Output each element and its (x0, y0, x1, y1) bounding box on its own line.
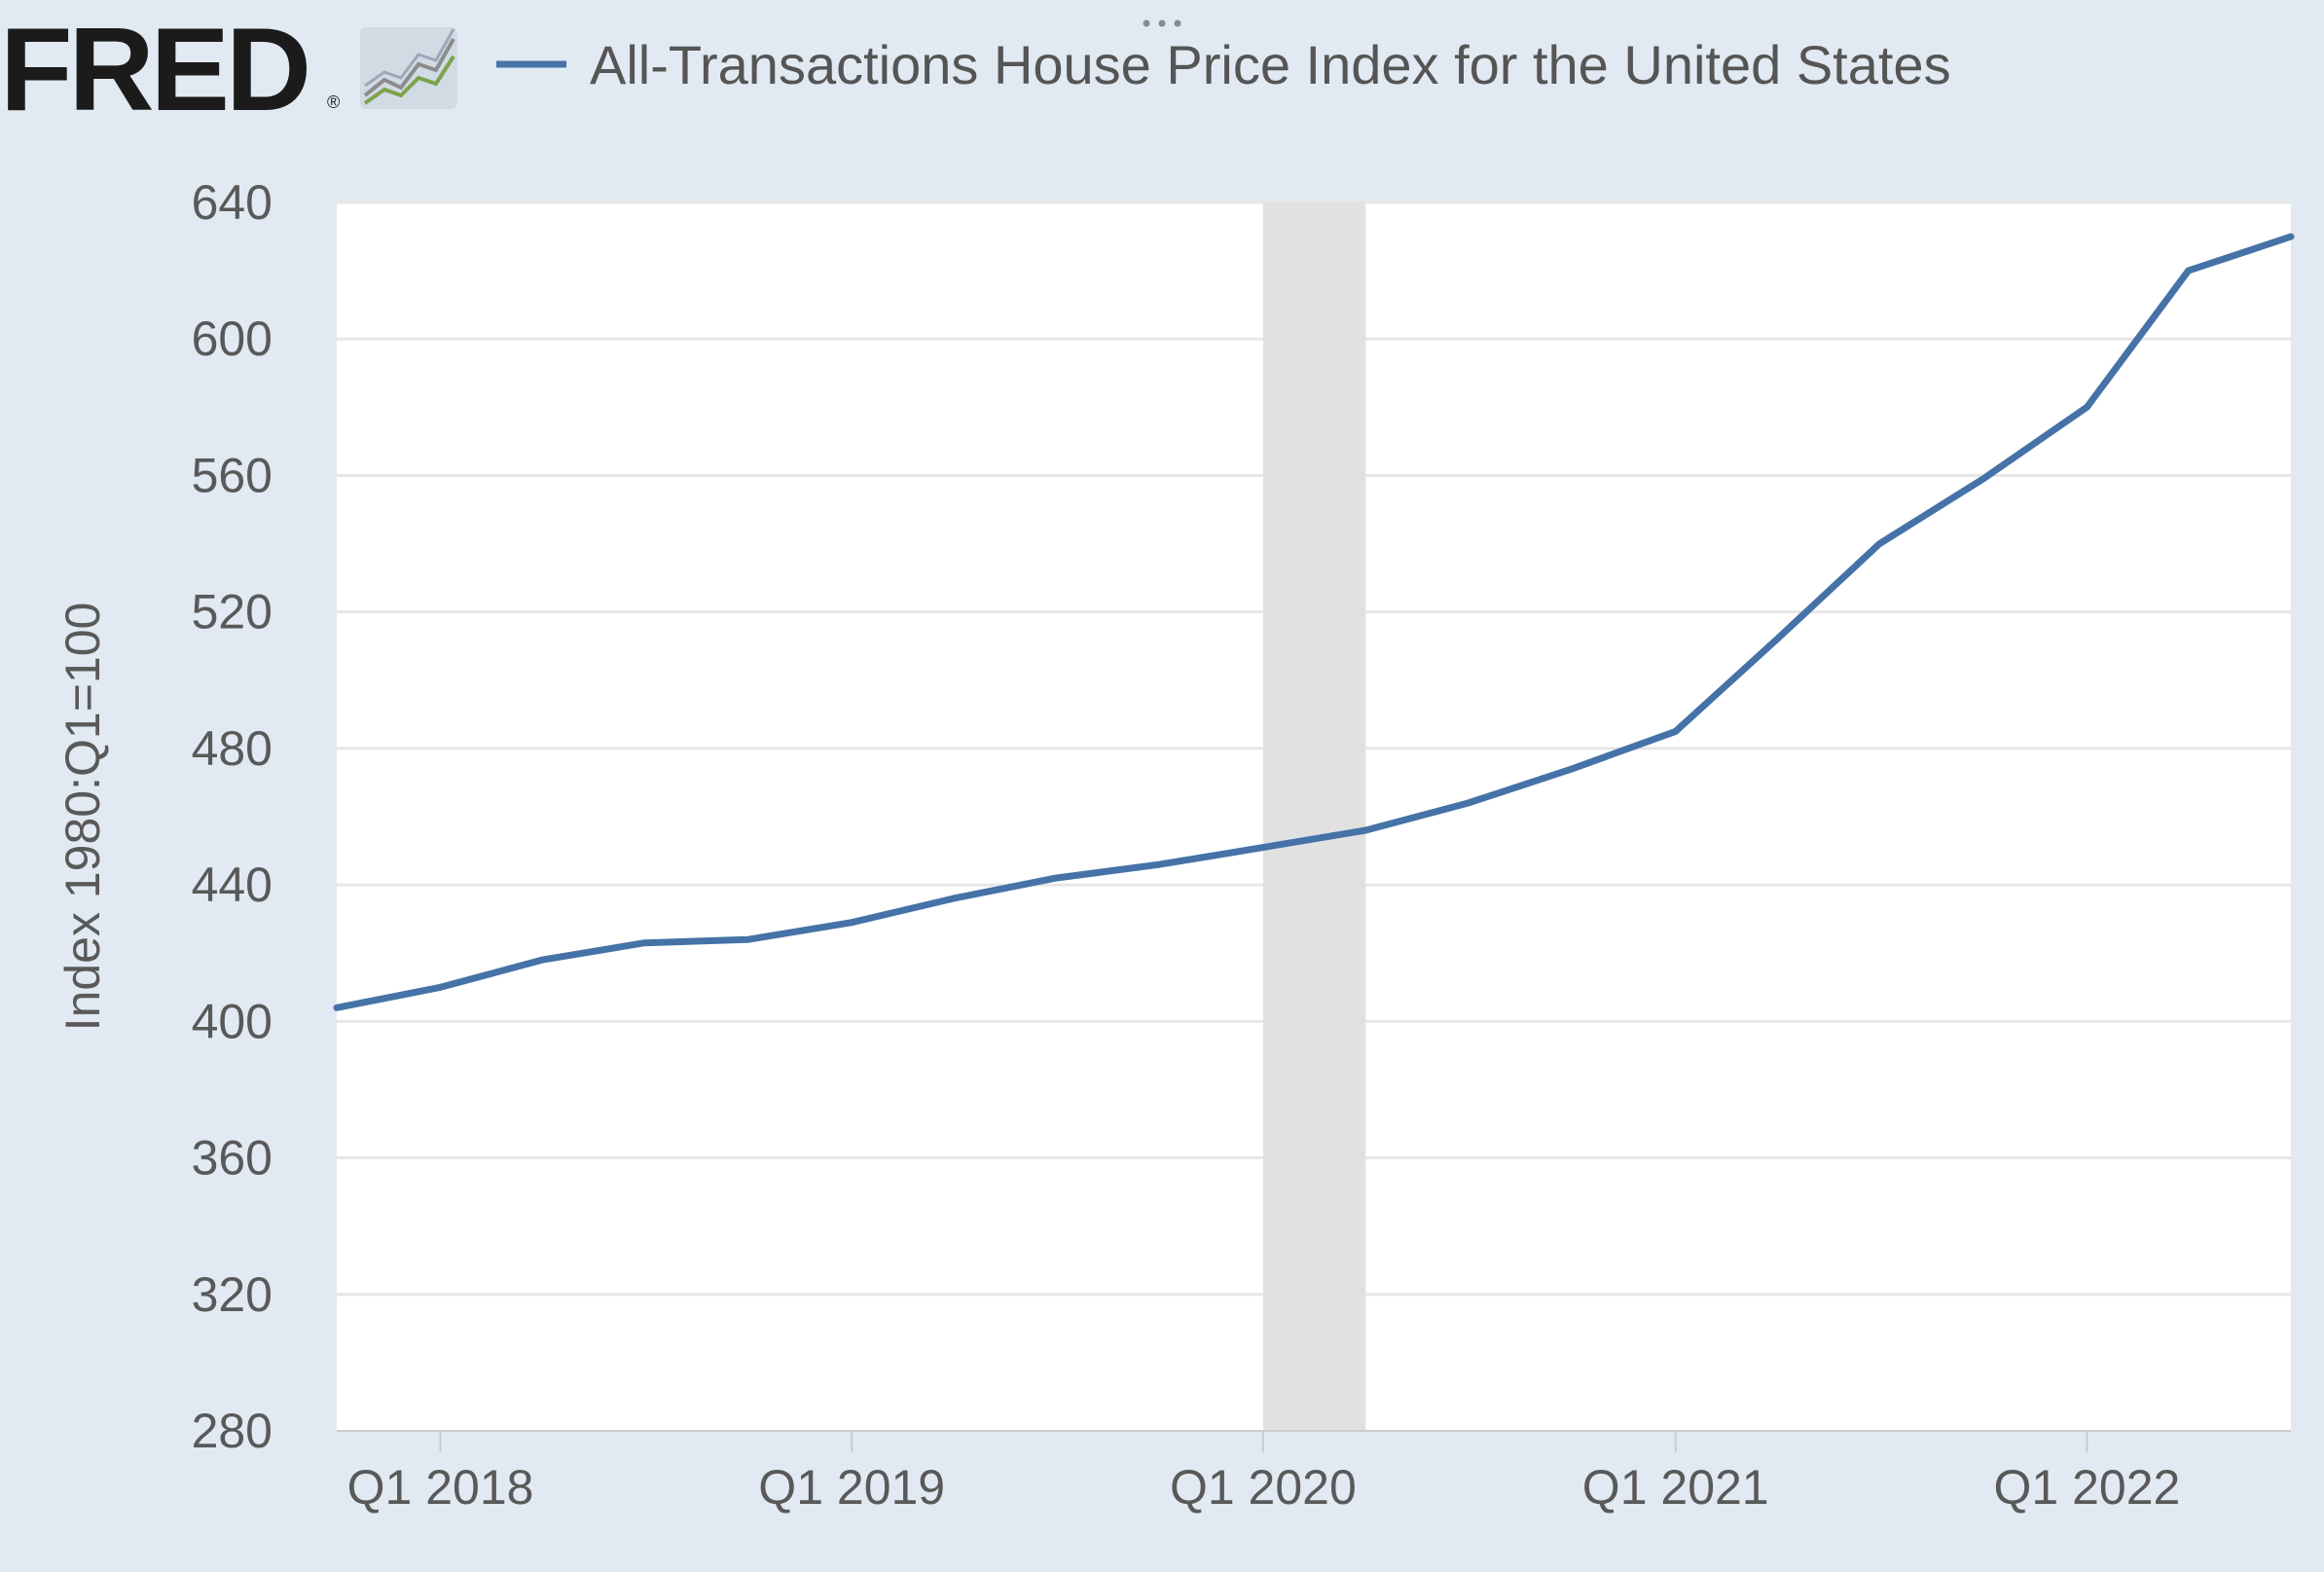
chart-legend[interactable]: All-Transactions House Price Index for t… (496, 34, 1951, 95)
series-point[interactable] (639, 938, 649, 948)
series-point[interactable] (1979, 474, 1988, 484)
series-point[interactable] (1772, 635, 1782, 644)
fred-wordmark: FRED (0, 3, 308, 135)
series-point[interactable] (1567, 764, 1577, 774)
series-point[interactable] (2286, 232, 2296, 241)
series-point[interactable] (1154, 859, 1164, 869)
x-tick-label: Q1 2021 (1582, 1460, 1769, 1515)
series-point[interactable] (1361, 825, 1370, 835)
x-tick-label: Q1 2020 (1170, 1460, 1357, 1515)
recession-bands (1262, 202, 1366, 1431)
y-tick-label: 400 (192, 994, 272, 1048)
series-lines (332, 232, 2296, 1012)
series-point[interactable] (1671, 726, 1681, 736)
x-axis-ticks (439, 1431, 2088, 1452)
series-point[interactable] (2082, 402, 2091, 412)
series-line (333, 233, 2295, 1011)
y-tick-label: 440 (192, 858, 272, 912)
x-tick-label: Q1 2019 (758, 1460, 945, 1515)
series-point[interactable] (537, 955, 547, 965)
y-tick-label: 560 (192, 448, 272, 502)
series-point[interactable] (436, 982, 446, 992)
x-axis-tick-labels: Q1 2018 Q1 2019 Q1 2020 Q1 2021 Q1 2022 (347, 1460, 2181, 1515)
series-point[interactable] (1874, 539, 1884, 549)
y-axis-tick-labels: 280 320 360 400 440 480 520 560 600 640 (192, 175, 272, 1458)
legend-series-label: All-Transactions House Price Index for t… (590, 34, 1951, 95)
y-tick-label: 520 (192, 585, 272, 640)
fred-logo[interactable]: FRED ® (0, 3, 457, 135)
series-point[interactable] (1051, 873, 1061, 883)
x-tick-label: Q1 2022 (1993, 1460, 2180, 1515)
trend-line-chart-icon (360, 27, 457, 109)
series-point[interactable] (847, 918, 856, 928)
series-point[interactable] (1464, 798, 1473, 808)
y-tick-label: 600 (192, 311, 272, 366)
y-tick-label: 480 (192, 721, 272, 776)
series-point[interactable] (948, 894, 958, 903)
recession-band (1262, 202, 1366, 1431)
series-point[interactable] (2184, 266, 2194, 275)
series-point[interactable] (1258, 843, 1268, 853)
trademark-symbol: ® (327, 92, 340, 112)
y-axis-title: Index 1980:Q1=100 (55, 603, 110, 1032)
series-point[interactable] (332, 1003, 342, 1012)
y-tick-label: 360 (192, 1131, 272, 1186)
more-dots-icon[interactable] (1143, 19, 1181, 27)
x-tick-label: Q1 2018 (347, 1460, 534, 1515)
series-point[interactable] (744, 934, 753, 944)
y-tick-label: 320 (192, 1267, 272, 1322)
y-tick-label: 640 (192, 175, 272, 230)
y-tick-label: 280 (192, 1404, 272, 1458)
